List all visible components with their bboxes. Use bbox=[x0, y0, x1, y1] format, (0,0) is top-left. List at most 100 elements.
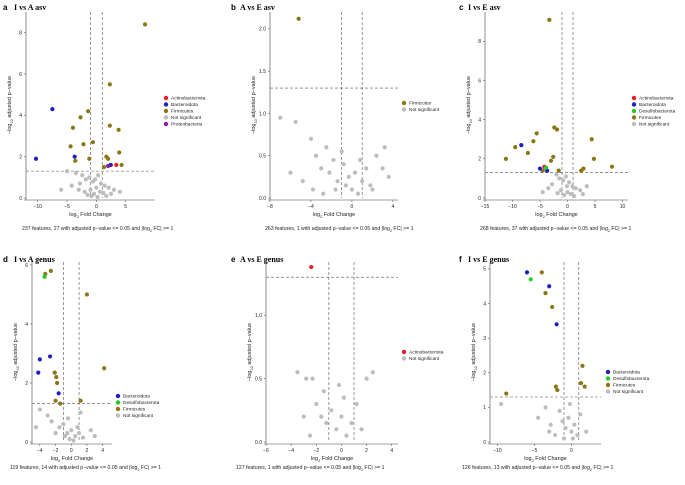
panel-caption: 126 features, 13 with adjusted p−value <… bbox=[462, 465, 614, 472]
data-point bbox=[83, 177, 88, 182]
data-point bbox=[105, 156, 111, 161]
data-point bbox=[503, 156, 508, 161]
data-point bbox=[570, 436, 575, 441]
panel-d: d I vs A genus −4 −2 0 2 4 0 2 4 6 log2 Fold Change… bbox=[3, 255, 161, 472]
data-point bbox=[77, 181, 83, 186]
data-point bbox=[344, 433, 349, 438]
legend-label: Actinobacteriota bbox=[171, 96, 206, 102]
y-axis-label: −log10 adjusted p−value bbox=[471, 323, 478, 381]
data-point bbox=[343, 183, 348, 188]
legend-swatch bbox=[163, 115, 169, 120]
panel-c: c I vs E asv −15 −10 −5 0 5 10 0 2 4 6 8 log2 Fold Ch… bbox=[459, 3, 676, 233]
x-tick-label: −5 bbox=[64, 204, 70, 210]
data-point bbox=[50, 107, 55, 112]
data-point bbox=[546, 186, 551, 191]
data-point bbox=[308, 136, 314, 141]
x-tick-label: 0 bbox=[351, 204, 354, 210]
legend-swatch bbox=[631, 121, 637, 127]
x-tick-label: −10 bbox=[493, 448, 502, 454]
data-point bbox=[310, 376, 315, 381]
data-point bbox=[573, 186, 578, 191]
data-point bbox=[581, 166, 586, 171]
y-tick-label: 2 bbox=[25, 381, 28, 387]
x-tick-label: −4 bbox=[308, 204, 314, 210]
legend-swatch bbox=[631, 115, 637, 120]
data-point bbox=[61, 422, 66, 427]
data-point bbox=[70, 125, 76, 130]
legend-swatch bbox=[605, 369, 611, 375]
panel-letter: a bbox=[3, 3, 8, 12]
y-tick-label: 0 bbox=[483, 440, 486, 446]
data-point bbox=[114, 162, 119, 168]
data-point bbox=[81, 142, 86, 147]
y-axis-label: −log10 adjusted p−value bbox=[466, 76, 473, 134]
data-point bbox=[334, 427, 339, 432]
panel-caption: 268 features, 37 with adjusted p−value <… bbox=[480, 226, 632, 233]
data-point bbox=[359, 427, 364, 432]
panel-a: a I vs A asv −10 −5 0 5 0 2 4 6 8 log2 Fold Change −… bbox=[3, 3, 206, 233]
legend-label: Firmicutes bbox=[639, 115, 662, 121]
panel-caption: 263 features, 1 with adjusted p−value <=… bbox=[265, 226, 414, 233]
x-axis-label: log2 Fold Change bbox=[51, 456, 94, 463]
data-point bbox=[64, 169, 70, 174]
data-point bbox=[561, 436, 567, 441]
data-point bbox=[87, 175, 92, 180]
data-point bbox=[85, 192, 90, 197]
data-point bbox=[543, 291, 548, 296]
data-point bbox=[355, 191, 361, 196]
data-point bbox=[555, 387, 560, 393]
data-point bbox=[555, 191, 560, 196]
data-point bbox=[554, 322, 559, 327]
data-point bbox=[293, 119, 298, 125]
data-point bbox=[49, 419, 54, 424]
data-point bbox=[572, 422, 577, 427]
x-tick-label: 4 bbox=[390, 448, 393, 454]
data-point bbox=[104, 193, 109, 199]
legend-label: Not significant bbox=[409, 107, 440, 113]
data-point bbox=[566, 415, 571, 420]
data-point bbox=[609, 164, 615, 169]
legend-label: Firmicutes bbox=[613, 383, 636, 389]
y-axis-label: −log10 adjusted p−value bbox=[13, 323, 20, 381]
legend-label: Actinobacteriota bbox=[639, 96, 674, 102]
data-point bbox=[513, 144, 518, 150]
data-point bbox=[554, 172, 559, 177]
legend-label: Firmicutes bbox=[409, 101, 432, 107]
data-point bbox=[589, 137, 594, 142]
legend-swatch bbox=[605, 376, 611, 381]
x-tick-label: −10 bbox=[33, 204, 42, 210]
legend-label: Actinobacteriota bbox=[409, 350, 444, 356]
panel-caption: 119 features, 14 with adjusted p−value <… bbox=[10, 465, 161, 472]
y-tick-label: 6 bbox=[25, 263, 28, 269]
data-point bbox=[101, 190, 106, 195]
x-tick-label: 0 bbox=[95, 204, 98, 210]
data-point bbox=[80, 435, 86, 440]
x-axis-label: log2 Fold Change bbox=[524, 456, 567, 463]
data-point bbox=[543, 165, 549, 170]
data-point bbox=[314, 401, 319, 407]
data-point bbox=[336, 382, 342, 388]
data-point bbox=[333, 187, 338, 192]
data-point bbox=[539, 270, 544, 275]
data-point bbox=[54, 380, 60, 386]
y-tick-label: 3 bbox=[483, 336, 486, 342]
panel-letter: c bbox=[459, 3, 464, 12]
data-point bbox=[97, 189, 102, 194]
data-point bbox=[82, 189, 87, 194]
legend-label: Proteobacteria bbox=[171, 122, 203, 128]
y-tick-label: 8 bbox=[19, 30, 22, 36]
data-point bbox=[578, 381, 584, 386]
data-point bbox=[76, 431, 82, 436]
data-point bbox=[95, 194, 100, 200]
legend-label: Firmicutes bbox=[171, 109, 194, 115]
legend-swatch bbox=[163, 108, 169, 114]
data-point bbox=[584, 184, 589, 189]
y-tick-label: 2 bbox=[483, 371, 486, 377]
data-point bbox=[76, 187, 81, 192]
data-point bbox=[327, 170, 332, 175]
data-point bbox=[578, 412, 583, 417]
data-point bbox=[524, 270, 530, 275]
data-point bbox=[580, 363, 585, 368]
data-point bbox=[548, 422, 553, 427]
